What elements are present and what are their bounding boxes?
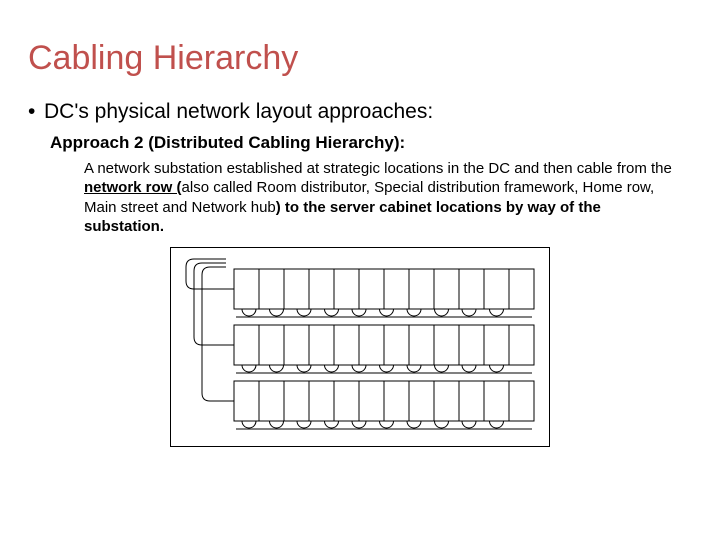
slide-container: Cabling Hierarchy • DC's physical networ… bbox=[0, 0, 720, 540]
approach-subheading: Approach 2 (Distributed Cabling Hierarch… bbox=[50, 132, 692, 153]
body-part2: network row ( bbox=[84, 179, 182, 196]
bullet-dot-icon: • bbox=[28, 99, 44, 125]
body-paragraph: A network substation established at stra… bbox=[84, 159, 676, 237]
body-part1: A network substation established at stra… bbox=[84, 160, 672, 177]
cabling-diagram bbox=[170, 247, 550, 447]
page-title: Cabling Hierarchy bbox=[28, 40, 692, 77]
diagram-svg bbox=[170, 247, 550, 447]
bullet-text: DC's physical network layout approaches: bbox=[44, 99, 433, 125]
bullet-row: • DC's physical network layout approache… bbox=[28, 99, 692, 125]
